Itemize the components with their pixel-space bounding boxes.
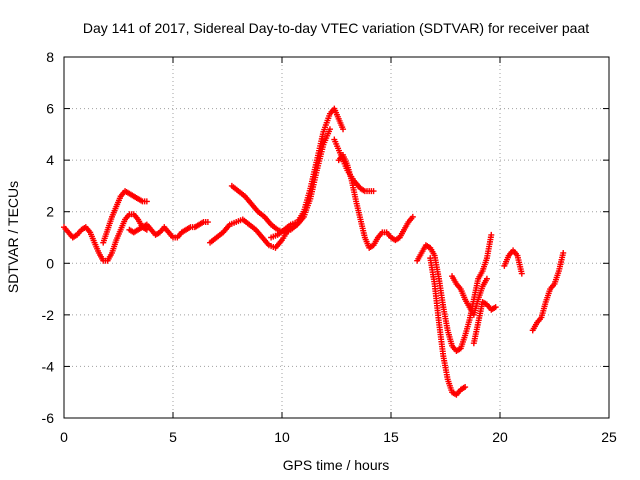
data-point xyxy=(409,213,416,220)
x-tick-label: 15 xyxy=(383,429,399,445)
data-point xyxy=(483,275,490,282)
y-tick-label: 2 xyxy=(46,204,54,220)
data-point xyxy=(518,270,525,277)
series-arc-l xyxy=(470,298,499,347)
x-tick-label: 10 xyxy=(274,429,290,445)
series-arc-d xyxy=(207,216,292,251)
data-point xyxy=(326,126,333,133)
x-axis-label: GPS time / hours xyxy=(283,457,390,473)
x-tick-label: 25 xyxy=(601,429,617,445)
series-arc-j xyxy=(427,255,469,398)
x-tick-label: 5 xyxy=(169,429,177,445)
series-arc-c xyxy=(126,219,211,241)
series-arc-f xyxy=(268,105,347,241)
y-tick-label: -4 xyxy=(42,358,55,374)
y-tick-label: -2 xyxy=(42,307,55,323)
x-tick-label: 0 xyxy=(60,429,68,445)
data-point xyxy=(143,198,150,205)
data-point xyxy=(462,384,469,391)
chart-title: Day 141 of 2017, Sidereal Day-to-day VTE… xyxy=(83,20,589,36)
y-tick-label: 6 xyxy=(46,101,54,117)
x-tick-label: 20 xyxy=(492,429,508,445)
plot-frame xyxy=(63,56,610,419)
data-point xyxy=(370,188,377,195)
data-point xyxy=(488,231,495,238)
y-tick-label: 4 xyxy=(46,152,54,168)
series-arc-k xyxy=(449,273,490,318)
series-arc-h xyxy=(335,151,416,251)
data-point xyxy=(560,249,567,256)
series-arc-m xyxy=(501,247,525,277)
tick-layer: 0 5 10 15 20 25 -6 -4 -2 0 2 4 6 8 xyxy=(42,49,617,445)
series-arc-i xyxy=(414,231,495,354)
data-layer xyxy=(61,105,567,398)
series-arc-b xyxy=(100,188,150,246)
y-axis-label: SDTVAR / TECUs xyxy=(5,181,21,293)
data-point xyxy=(492,304,499,311)
series-arc-a xyxy=(61,211,150,264)
data-point xyxy=(204,219,211,226)
y-tick-label: -6 xyxy=(42,410,55,426)
y-tick-label: 8 xyxy=(46,49,54,65)
series-arc-n xyxy=(529,249,567,334)
y-tick-label: 0 xyxy=(46,255,54,271)
data-point xyxy=(340,126,347,133)
